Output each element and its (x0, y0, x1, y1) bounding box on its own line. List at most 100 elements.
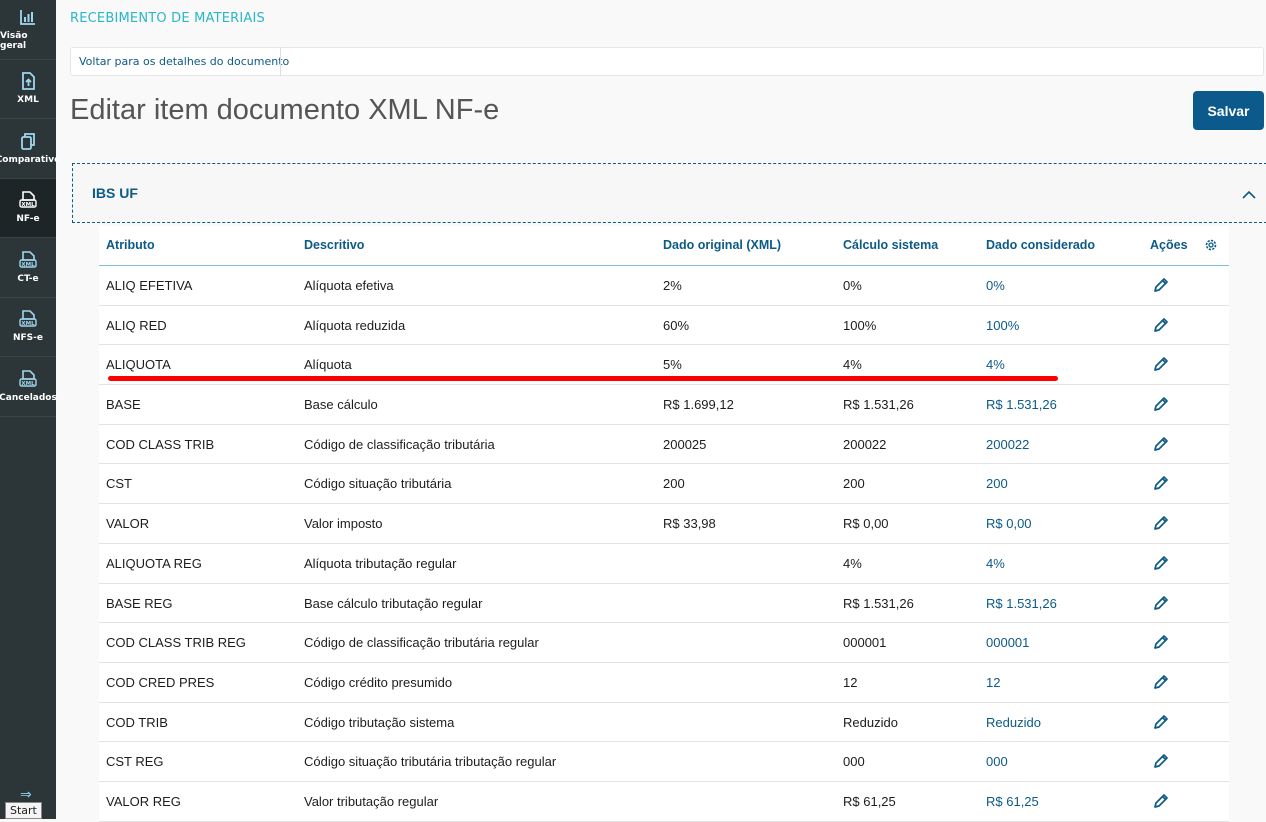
description-cell: Código tributação sistema (304, 714, 455, 730)
description-cell: Código situação tributária (304, 476, 452, 492)
attribute-cell: VALOR (106, 516, 150, 532)
description-cell: Base cálculo (304, 397, 378, 413)
considered-value-cell: R$ 1.531,26 (986, 595, 1057, 611)
table-row: ALIQUOTA Alíquota 5% 4% 4% (99, 345, 1229, 386)
table-row: COD TRIB Código tributação sistema Reduzid… (99, 703, 1229, 743)
system-value-cell: 12 (843, 674, 858, 690)
svg-text:XML: XML (21, 262, 35, 268)
edit-pencil-icon[interactable] (1152, 474, 1170, 492)
column-header: Descritivo (304, 238, 365, 252)
considered-value-cell: 000 (986, 754, 1008, 770)
attribute-cell: CST (106, 476, 132, 492)
sidebar-item-label: NF-e (16, 214, 40, 225)
xml-file-icon: XML (19, 369, 37, 388)
original-value-cell: 200 (663, 476, 685, 492)
system-value-cell: 100% (843, 317, 877, 333)
considered-value-cell: R$ 61,25 (986, 793, 1039, 809)
sidebar-item-xml[interactable]: XML (0, 60, 56, 119)
system-value-cell: R$ 1.531,26 (843, 397, 914, 413)
system-value-cell: R$ 1.531,26 (843, 595, 914, 611)
table-row: BASE REG Base cálculo tributação regular R… (99, 584, 1229, 624)
table-row: COD CLASS TRIB Código de classificação tr… (99, 425, 1229, 465)
considered-value-cell: 12 (986, 674, 1001, 690)
table-row: CST Código situação tributária 200 200 200 (99, 464, 1229, 505)
system-value-cell: 200 (843, 476, 865, 492)
considered-value-cell: 0% (986, 278, 1005, 293)
description-cell: Código crédito presumido (304, 674, 453, 690)
edit-pencil-icon[interactable] (1152, 435, 1170, 453)
description-cell: Alíquota tributação regular (304, 555, 457, 571)
system-value-cell: Reduzido (843, 714, 898, 730)
gear-icon[interactable] (1204, 238, 1218, 252)
system-value-cell: R$ 0,00 (843, 516, 889, 532)
considered-value-cell: R$ 1.531,26 (986, 397, 1057, 413)
edit-pencil-icon[interactable] (1152, 673, 1170, 691)
attribute-cell: BASE (106, 397, 141, 413)
original-value-cell: 2% (663, 278, 682, 293)
description-cell: Alíquota efetiva (304, 278, 394, 293)
panel-header[interactable]: IBS UF (72, 163, 1266, 223)
description-cell: Código de classificação tributária (304, 436, 495, 452)
attribute-cell: COD TRIB (106, 714, 168, 730)
attribute-cell: ALIQUOTA (106, 357, 171, 373)
system-value-cell: 000001 (843, 635, 887, 651)
column-header: Atributo (106, 238, 155, 252)
edit-pencil-icon[interactable] (1152, 594, 1170, 612)
page-title: Editar item documento XML NF-e (70, 94, 500, 126)
table-row: VALOR REG Valor tributação regular R$ 61,2… (99, 782, 1229, 822)
chevron-up-icon[interactable] (1242, 188, 1256, 202)
attribute-cell: COD CRED PRES (106, 674, 215, 690)
edit-pencil-icon[interactable] (1152, 752, 1170, 770)
xml-file-icon: XML (19, 191, 37, 209)
sidebar-item-label: Visão geral (0, 30, 28, 51)
sidebar-item-label: CT-e (17, 273, 39, 284)
svg-text:XML: XML (21, 381, 35, 387)
app-title: RECEBIMENTO DE MATERIAIS (70, 11, 266, 26)
edit-pencil-icon[interactable] (1152, 514, 1170, 532)
sidebar-item-comparativo[interactable]: Comparativo (0, 119, 60, 179)
file-upload-icon (19, 72, 37, 91)
edit-pencil-icon[interactable] (1152, 554, 1170, 572)
column-header: Cálculo sistema (843, 238, 939, 252)
attribute-cell: CST REG (106, 754, 164, 770)
system-value-cell: 200022 (843, 436, 887, 452)
attribute-cell: COD CLASS TRIB REG (106, 635, 246, 651)
considered-value-cell: 100% (986, 317, 1020, 333)
svg-text:XML: XML (21, 202, 35, 208)
svg-text:XML: XML (21, 321, 35, 327)
attribute-cell: VALOR REG (106, 793, 181, 809)
system-value-cell: 000 (843, 754, 865, 770)
panel-title: IBS UF (92, 185, 138, 201)
description-cell: Código de classificação tributária regul… (304, 635, 539, 651)
breadcrumb: Voltar para os detalhes do documento (70, 47, 1264, 76)
edit-pencil-icon[interactable] (1152, 276, 1170, 294)
description-cell: Valor tributação regular (304, 793, 439, 809)
edit-pencil-icon[interactable] (1152, 316, 1170, 334)
edit-pencil-icon[interactable] (1152, 355, 1170, 373)
attribute-cell: ALIQ EFETIVA (106, 278, 193, 293)
breadcrumb-back-link[interactable]: Voltar para os detalhes do documento (79, 55, 290, 68)
sidebar-item-cancelados[interactable]: XML Cancelados (0, 357, 57, 417)
sidebar-item-vis-o-geral[interactable]: Visão geral (0, 0, 56, 60)
sidebar-item-nfs-e[interactable]: XML NFS-e (0, 298, 56, 357)
edit-pencil-icon[interactable] (1152, 792, 1170, 810)
sidebar-item-ct-e[interactable]: XML CT-e (0, 238, 56, 298)
column-header: Ações (1150, 238, 1188, 252)
table-row: ALIQ EFETIVA Alíquota efetiva 2% 0% 0% (99, 266, 1229, 306)
description-cell: Alíquota reduzida (304, 317, 406, 333)
xml-file-icon: XML (19, 250, 37, 269)
description-cell: Valor imposto (304, 516, 383, 532)
start-button[interactable]: ⇒ Start (0, 779, 56, 819)
table-row: ALIQUOTA REG Alíquota tributação regular 4… (99, 544, 1229, 584)
considered-value-cell: 4% (986, 555, 1005, 571)
save-button[interactable]: Salvar (1193, 91, 1264, 130)
edit-pencil-icon[interactable] (1152, 395, 1170, 413)
edit-pencil-icon[interactable] (1152, 633, 1170, 651)
attribute-cell: ALIQ RED (106, 317, 167, 333)
column-header: Dado original (XML) (663, 238, 782, 252)
original-value-cell: R$ 1.699,12 (663, 397, 734, 413)
description-cell: Base cálculo tributação regular (304, 595, 483, 611)
attributes-table: Atributo Descritivo Dado original (XML) Cál… (99, 226, 1229, 822)
sidebar-item-nf-e[interactable]: XML NF-e (0, 178, 56, 238)
edit-pencil-icon[interactable] (1152, 713, 1170, 731)
